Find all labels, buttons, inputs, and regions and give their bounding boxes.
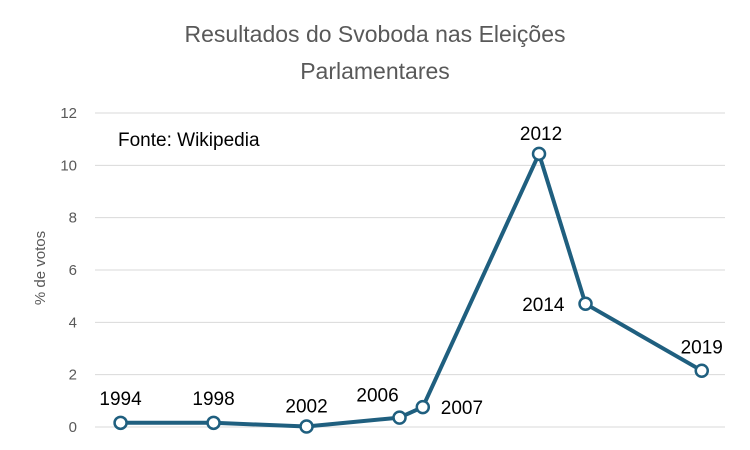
data-point	[578, 296, 593, 312]
y-tick-label: 12	[60, 105, 77, 122]
data-point	[694, 363, 710, 378]
data-label: 2012	[520, 124, 562, 145]
y-tick-label: 6	[69, 262, 77, 279]
y-tick-label: 8	[69, 210, 77, 227]
data-points	[113, 146, 710, 434]
data-point	[113, 415, 128, 431]
data-label: 1998	[192, 389, 234, 410]
y-axis-ticks: 0 2 4 6 8 10 12	[60, 105, 77, 436]
chart-title-line-2: Parlamentares	[300, 58, 450, 84]
data-point	[392, 410, 407, 425]
y-axis-label: % de votos	[32, 231, 49, 305]
series-line-path	[118, 151, 704, 429]
data-point	[531, 146, 547, 162]
data-label: 2014	[522, 295, 565, 316]
chart-title-line-1: Resultados do Svoboda nas Eleições	[184, 21, 565, 47]
data-label: 2002	[285, 396, 327, 417]
data-label: 2007	[441, 398, 483, 419]
data-label: 2019	[681, 338, 723, 359]
data-point	[299, 419, 314, 434]
source-note: Fonte: Wikipedia	[118, 130, 260, 151]
gridlines	[95, 112, 725, 428]
data-label: 1994	[99, 389, 142, 410]
y-tick-label: 10	[60, 157, 77, 174]
data-label: 2006	[356, 386, 398, 407]
data-point	[415, 399, 431, 415]
data-point	[206, 415, 221, 431]
y-tick-label: 4	[69, 314, 77, 331]
y-tick-label: 2	[69, 367, 77, 384]
series-line	[118, 151, 704, 429]
data-labels: 1994 1998 2002 2006 2007 2012 2014 2019	[99, 124, 722, 419]
y-tick-label: 0	[69, 419, 77, 436]
